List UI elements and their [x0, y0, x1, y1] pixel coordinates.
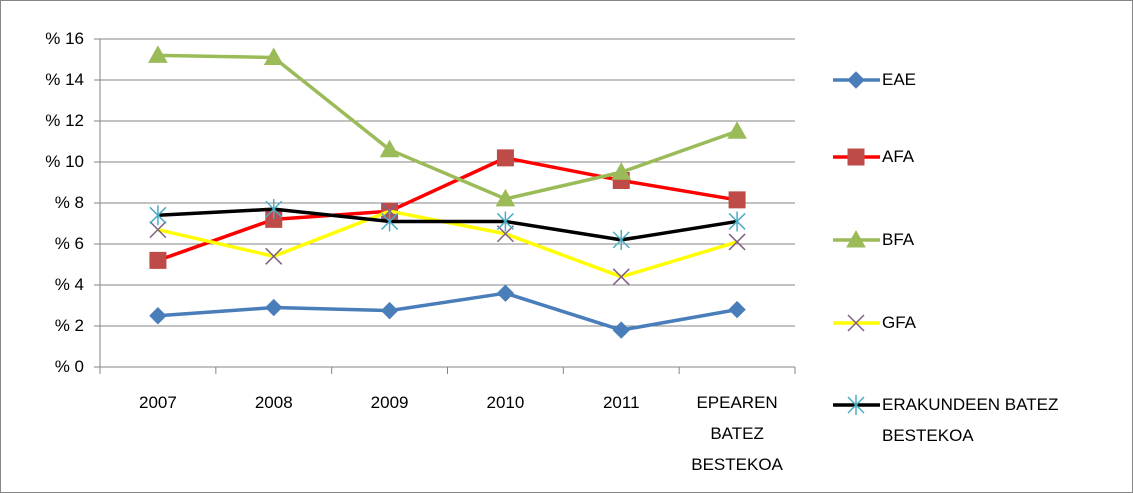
marker: [381, 211, 399, 232]
marker: [149, 251, 167, 269]
marker: [611, 162, 632, 180]
marker: [846, 229, 866, 248]
marker: [496, 149, 514, 167]
marker: [496, 225, 514, 243]
marker: [612, 268, 630, 286]
y-tick-label: % 2: [54, 316, 84, 335]
legend-label: GFA: [882, 313, 917, 332]
legend-label: EAE: [882, 70, 917, 89]
x-tick-label: 2010: [486, 393, 525, 412]
y-tick-label: % 8: [54, 193, 84, 212]
y-tick-label: % 10: [45, 152, 84, 171]
legend-label: BFA: [882, 230, 915, 249]
marker: [728, 191, 746, 209]
y-tick-label: % 6: [54, 234, 84, 253]
marker: [380, 301, 399, 320]
marker: [149, 221, 167, 239]
series-line: [157, 156, 738, 263]
y-tick-label: % 14: [45, 70, 84, 89]
series-line: [157, 207, 738, 242]
marker: [727, 121, 747, 139]
marker: [149, 307, 167, 325]
marker: [265, 247, 283, 265]
y-tick-label: % 16: [45, 29, 84, 48]
marker: [379, 139, 400, 158]
y-tick-label: % 4: [54, 275, 84, 294]
marker: [612, 229, 630, 250]
marker: [847, 71, 865, 89]
marker: [265, 298, 283, 317]
marker: [612, 321, 630, 339]
marker: [728, 211, 746, 232]
marker: [847, 314, 865, 332]
marker: [728, 300, 746, 319]
y-tick-label: % 0: [54, 357, 84, 376]
marker: [496, 284, 515, 302]
marker: [496, 211, 514, 232]
marker: [265, 199, 283, 220]
x-tick-label: 2009: [370, 393, 409, 412]
marker: [495, 188, 516, 207]
series-line: [157, 53, 738, 201]
legend-label: AFA: [882, 147, 915, 166]
x-tick-label: 2007: [138, 393, 177, 412]
marker: [148, 45, 168, 63]
marker: [149, 205, 167, 226]
marker: [263, 47, 284, 65]
marker: [847, 148, 865, 166]
marker: [847, 395, 865, 415]
x-tick-label: 2011: [602, 393, 640, 412]
x-tick-label: 2008: [254, 393, 293, 412]
legend-label: ERAKUNDEEN BATEZ BESTEKOA: [882, 395, 1059, 445]
y-tick-label: % 12: [45, 111, 84, 130]
x-tick-label: EPEAREN BATEZ BESTEKOA: [691, 393, 783, 474]
marker: [728, 233, 746, 251]
series-line: [157, 291, 738, 332]
